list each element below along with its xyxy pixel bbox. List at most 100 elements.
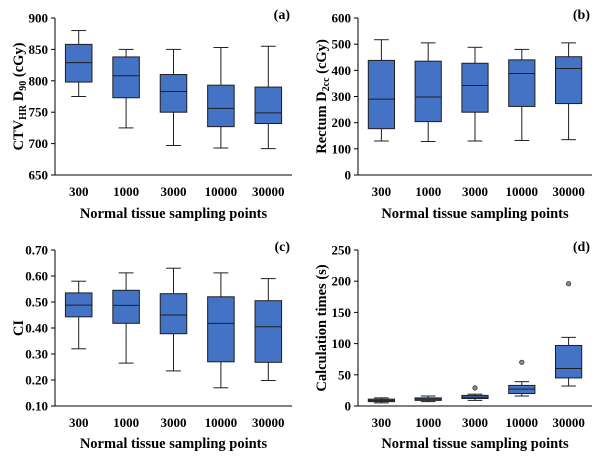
- x-tick-label: 300: [69, 415, 89, 430]
- y-tick-label: 0: [345, 399, 352, 414]
- x-tick-label: 1000: [113, 184, 139, 199]
- box-300: [64, 30, 93, 97]
- box-3000: [461, 46, 489, 142]
- box-iqr: [207, 84, 235, 128]
- y-tick-label: 0.10: [25, 399, 48, 414]
- panel-2: 0 100 200 300 400 500 600 300 1000 3000 10000 30000…: [314, 8, 592, 222]
- panel-3: 0.10 0.20 0.30 0.40 0.50 0.60 0.70 300 1000 3000 1…: [11, 240, 292, 452]
- box-1000: [112, 272, 140, 364]
- outlier-point: [565, 281, 572, 287]
- y-tick-label: 300: [332, 89, 352, 104]
- box-300: [367, 397, 396, 404]
- y-tick-label: 0.70: [25, 243, 48, 258]
- box-10000: [508, 359, 536, 397]
- panel-1: 650 700 750 800 850 900 300 1000 3000 10000 30000 N…: [11, 8, 292, 222]
- box-iqr: [207, 296, 235, 363]
- panel-letter: (c): [274, 240, 290, 255]
- box-iqr: [508, 59, 536, 107]
- x-tick-label: 300: [69, 184, 89, 199]
- box-3000: [159, 267, 188, 372]
- x-tick-label: 1000: [113, 415, 139, 430]
- y-tick-label: 0: [345, 168, 352, 183]
- y-tick-label: 200: [332, 274, 352, 289]
- box-10000: [508, 48, 536, 141]
- box-1000: [414, 395, 442, 403]
- y-axis-label: Calculation times (s): [314, 264, 330, 391]
- x-tick-label: 10000: [506, 415, 539, 430]
- y-tick-label: 900: [29, 11, 49, 26]
- outlier-point: [472, 385, 478, 391]
- x-tick-label: 10000: [506, 184, 539, 199]
- box-iqr: [367, 59, 396, 130]
- box-3000: [461, 385, 489, 401]
- box-iqr: [112, 289, 140, 324]
- x-tick-label: 1000: [415, 415, 441, 430]
- box-1000: [112, 48, 140, 129]
- box-iqr: [64, 43, 93, 83]
- y-tick-label: 400: [332, 63, 352, 78]
- x-axis-label: Normal tissue sampling points: [80, 436, 268, 452]
- y-tick-label: 700: [29, 136, 49, 151]
- x-tick-label: 10000: [205, 415, 238, 430]
- x-tick-label: 30000: [252, 415, 285, 430]
- x-tick-label: 10000: [205, 184, 238, 199]
- x-axis-label: Normal tissue sampling points: [381, 206, 569, 222]
- panel-4: 0 50 100 150 200 250 300 1000 3000 10000 30000 Norm…: [314, 240, 592, 452]
- y-axis-label: CI: [11, 320, 27, 336]
- x-tick-label: 30000: [552, 184, 585, 199]
- box-300: [367, 39, 396, 142]
- box-iqr: [159, 293, 188, 335]
- x-axis-label: Normal tissue sampling points: [381, 436, 569, 452]
- x-tick-label: 300: [372, 184, 392, 199]
- box-300: [64, 280, 93, 350]
- box-10000: [207, 272, 235, 389]
- y-tick-label: 100: [332, 141, 352, 156]
- x-tick-label: 3000: [161, 415, 187, 430]
- y-tick-label: 750: [29, 105, 49, 120]
- box-iqr: [254, 86, 283, 125]
- y-tick-label: 500: [332, 37, 352, 52]
- outlier-point: [519, 359, 525, 365]
- x-axis-label: Normal tissue sampling points: [80, 206, 268, 222]
- x-tick-label: 3000: [462, 184, 488, 199]
- y-tick-label: 0.20: [25, 373, 48, 388]
- box-iqr: [414, 60, 442, 123]
- panel-letter: (b): [573, 8, 590, 23]
- x-tick-label: 1000: [415, 184, 441, 199]
- y-tick-label: 800: [29, 73, 49, 88]
- box-30000: [554, 42, 583, 141]
- x-tick-label: 300: [372, 415, 392, 430]
- x-tick-label: 30000: [252, 184, 285, 199]
- panel-letter: (a): [274, 8, 291, 23]
- y-tick-label: 50: [338, 367, 351, 382]
- y-tick-label: 0.30: [25, 347, 48, 362]
- box-iqr: [554, 344, 583, 379]
- y-tick-label: 650: [29, 168, 49, 183]
- y-tick-label: 600: [332, 11, 352, 26]
- panel-letter: (d): [573, 240, 590, 255]
- box-30000: [554, 281, 583, 387]
- y-tick-label: 0.60: [25, 269, 48, 284]
- x-tick-label: 30000: [552, 415, 585, 430]
- y-tick-label: 250: [332, 243, 352, 258]
- y-axis-label: CTVHR D90 (cGy): [11, 42, 29, 150]
- y-tick-label: 100: [332, 336, 352, 351]
- y-tick-label: 0.40: [25, 321, 48, 336]
- box-iqr: [159, 74, 188, 113]
- y-tick-label: 200: [332, 115, 352, 130]
- box-30000: [254, 45, 283, 150]
- y-tick-label: 0.50: [25, 295, 48, 310]
- box-iqr: [254, 300, 283, 363]
- box-iqr: [461, 62, 489, 113]
- x-tick-label: 3000: [161, 184, 187, 199]
- y-tick-label: 850: [29, 42, 49, 57]
- y-tick-label: 150: [332, 305, 352, 320]
- box-iqr: [554, 56, 583, 105]
- box-iqr: [112, 56, 140, 99]
- box-10000: [207, 47, 235, 149]
- box-3000: [159, 48, 188, 146]
- box-30000: [254, 278, 283, 382]
- x-tick-label: 3000: [462, 415, 488, 430]
- y-axis-label: Rectum D2cc (cGy): [314, 39, 332, 154]
